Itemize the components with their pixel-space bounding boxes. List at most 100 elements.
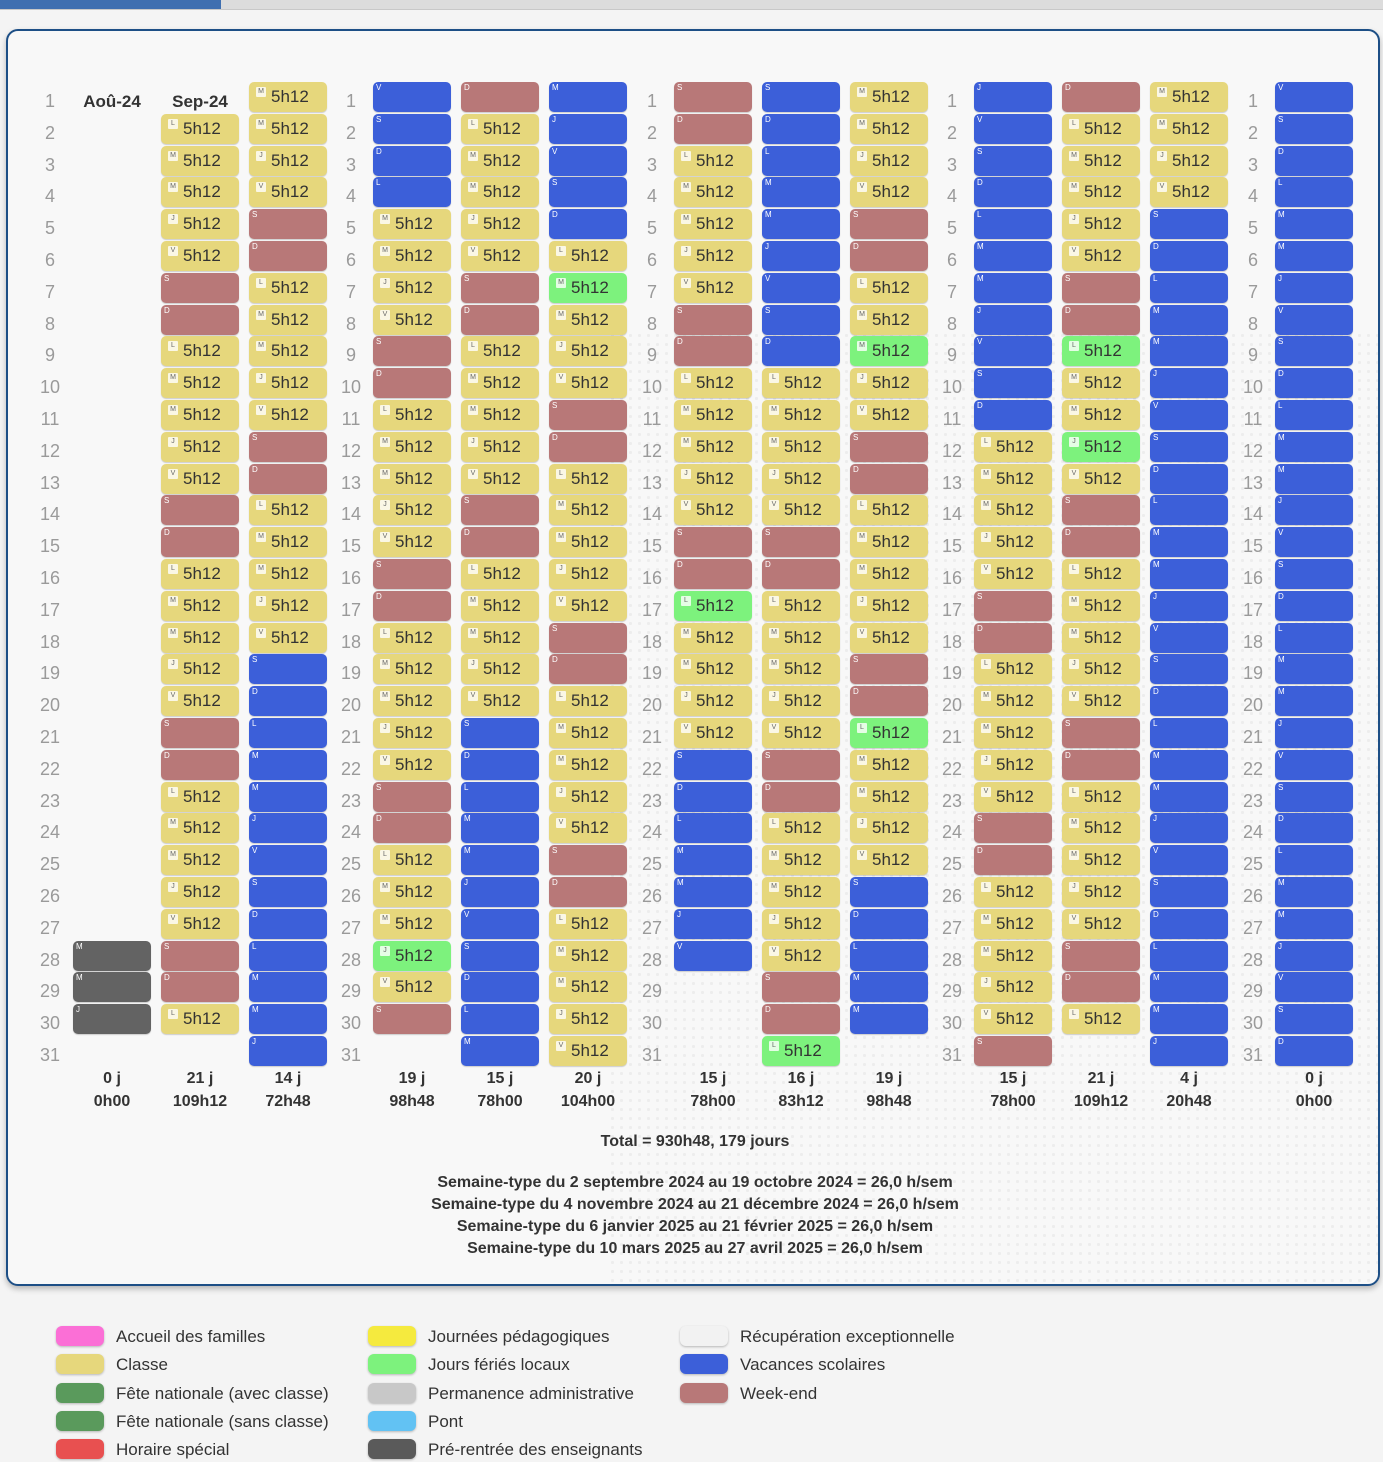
day-cell[interactable]: D: [762, 781, 840, 812]
day-cell[interactable]: L 5h12: [461, 336, 539, 367]
day-cell[interactable]: M: [762, 209, 840, 240]
day-cell[interactable]: J 5h12: [549, 1004, 627, 1035]
day-cell[interactable]: L 5h12: [549, 241, 627, 271]
day-cell[interactable]: L: [1275, 622, 1353, 653]
day-cell[interactable]: L 5h12: [549, 908, 627, 939]
day-cell[interactable]: M 5h12: [161, 590, 239, 621]
day-cell[interactable]: M 5h12: [850, 749, 928, 780]
day-cell[interactable]: S: [161, 718, 239, 748]
day-cell[interactable]: V: [1275, 749, 1353, 780]
day-cell[interactable]: J 5h12: [850, 368, 928, 399]
day-cell[interactable]: J 5h12: [549, 559, 627, 589]
day-cell[interactable]: D: [850, 686, 928, 717]
day-cell[interactable]: L 5h12: [1062, 336, 1140, 367]
day-cell[interactable]: J 5h12: [249, 368, 327, 399]
day-cell[interactable]: L: [1150, 940, 1228, 971]
day-cell[interactable]: S: [1150, 654, 1228, 685]
day-cell[interactable]: D: [1275, 1036, 1353, 1066]
day-cell[interactable]: S: [249, 431, 327, 462]
day-cell[interactable]: D: [1275, 590, 1353, 621]
day-cell[interactable]: V: [1150, 622, 1228, 653]
day-cell[interactable]: M 5h12: [161, 145, 239, 176]
day-cell[interactable]: L 5h12: [674, 145, 752, 176]
day-cell[interactable]: V 5h12: [850, 400, 928, 430]
day-cell[interactable]: J 5h12: [1062, 877, 1140, 907]
day-cell[interactable]: L 5h12: [974, 654, 1052, 685]
day-cell[interactable]: J 5h12: [161, 654, 239, 685]
day-cell[interactable]: D: [974, 845, 1052, 876]
day-cell[interactable]: J 5h12: [373, 940, 451, 971]
day-cell[interactable]: V 5h12: [974, 1004, 1052, 1035]
day-cell[interactable]: D: [249, 908, 327, 939]
day-cell[interactable]: J 5h12: [762, 686, 840, 717]
day-cell[interactable]: M 5h12: [549, 527, 627, 558]
day-cell[interactable]: D: [674, 559, 752, 589]
day-cell[interactable]: M: [674, 877, 752, 907]
day-cell[interactable]: M 5h12: [974, 463, 1052, 494]
day-cell[interactable]: D: [373, 145, 451, 176]
day-cell[interactable]: V: [974, 113, 1052, 144]
day-cell[interactable]: D: [762, 559, 840, 589]
day-cell[interactable]: D: [1275, 813, 1353, 844]
day-cell[interactable]: V 5h12: [850, 177, 928, 208]
day-cell[interactable]: S: [974, 590, 1052, 621]
day-cell[interactable]: M 5h12: [373, 877, 451, 907]
day-cell[interactable]: S: [1150, 877, 1228, 907]
day-cell[interactable]: S: [373, 781, 451, 812]
day-cell[interactable]: M 5h12: [249, 304, 327, 335]
day-cell[interactable]: M 5h12: [850, 559, 928, 589]
day-cell[interactable]: M 5h12: [249, 113, 327, 144]
day-cell[interactable]: D: [249, 686, 327, 717]
day-cell[interactable]: M 5h12: [762, 654, 840, 685]
day-cell[interactable]: M 5h12: [1062, 622, 1140, 653]
day-cell[interactable]: S: [674, 749, 752, 780]
day-cell[interactable]: V 5h12: [974, 559, 1052, 589]
day-cell[interactable]: L 5h12: [850, 495, 928, 526]
day-cell[interactable]: V 5h12: [249, 400, 327, 430]
day-cell[interactable]: V 5h12: [850, 845, 928, 876]
day-cell[interactable]: M 5h12: [1150, 82, 1228, 112]
day-cell[interactable]: M: [1150, 1004, 1228, 1035]
day-cell[interactable]: L 5h12: [161, 113, 239, 144]
day-cell[interactable]: L 5h12: [373, 845, 451, 876]
day-cell[interactable]: M 5h12: [461, 177, 539, 208]
day-cell[interactable]: V 5h12: [373, 749, 451, 780]
day-cell[interactable]: L 5h12: [249, 495, 327, 526]
day-cell[interactable]: J 5h12: [762, 908, 840, 939]
day-cell[interactable]: V: [1275, 82, 1353, 112]
day-cell[interactable]: D: [1150, 686, 1228, 717]
day-cell[interactable]: V 5h12: [461, 463, 539, 494]
day-cell[interactable]: D: [373, 368, 451, 399]
day-cell[interactable]: L 5h12: [674, 590, 752, 621]
day-cell[interactable]: J: [1150, 1036, 1228, 1066]
day-cell[interactable]: J 5h12: [461, 431, 539, 462]
day-cell[interactable]: M: [1275, 431, 1353, 462]
day-cell[interactable]: V 5h12: [161, 908, 239, 939]
day-cell[interactable]: D: [1062, 304, 1140, 335]
day-cell[interactable]: M: [1275, 686, 1353, 717]
day-cell[interactable]: M: [674, 845, 752, 876]
day-cell[interactable]: D: [762, 336, 840, 367]
day-cell[interactable]: M 5h12: [674, 622, 752, 653]
day-cell[interactable]: L: [1150, 495, 1228, 526]
day-cell[interactable]: M: [1275, 241, 1353, 271]
day-cell[interactable]: D: [249, 463, 327, 494]
day-cell[interactable]: S: [249, 654, 327, 685]
day-cell[interactable]: D: [1275, 145, 1353, 176]
day-cell[interactable]: J 5h12: [249, 590, 327, 621]
day-cell[interactable]: M: [1275, 209, 1353, 240]
day-cell[interactable]: J 5h12: [461, 209, 539, 240]
day-cell[interactable]: M 5h12: [762, 622, 840, 653]
day-cell[interactable]: L 5h12: [161, 1004, 239, 1035]
day-cell[interactable]: M: [249, 1004, 327, 1035]
day-cell[interactable]: M: [1275, 908, 1353, 939]
day-cell[interactable]: L: [461, 781, 539, 812]
day-cell[interactable]: V: [461, 908, 539, 939]
day-cell[interactable]: S: [762, 972, 840, 1003]
day-cell[interactable]: V 5h12: [373, 972, 451, 1003]
day-cell[interactable]: M 5h12: [161, 400, 239, 430]
day-cell[interactable]: M 5h12: [762, 845, 840, 876]
day-cell[interactable]: M 5h12: [850, 304, 928, 335]
day-cell[interactable]: S: [974, 1036, 1052, 1066]
day-cell[interactable]: S: [161, 272, 239, 303]
